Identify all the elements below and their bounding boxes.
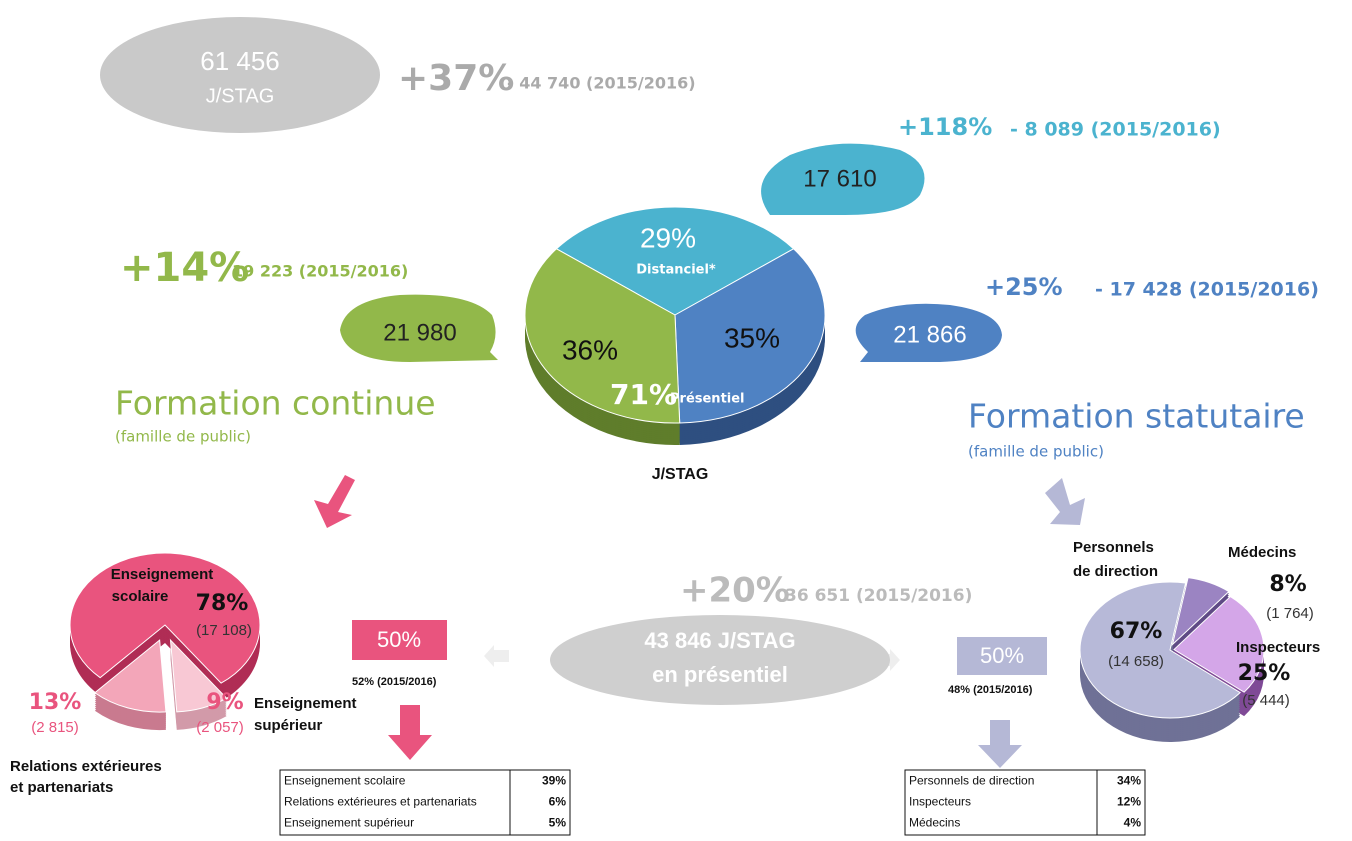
slice-count: (1 764) [1266,605,1314,622]
distanciel-previous: - 8 089 (2015/2016) [1010,119,1221,141]
arrow [388,705,432,760]
table-cell: Enseignement supérieur [284,816,414,830]
distanciel-value: 17 610 [803,165,876,192]
statutaire-title: Formation statutaire [968,397,1305,436]
slice-name: Distanciel* [636,263,716,278]
presentiel-line: en présentiel [652,662,788,687]
continue-bubble [340,294,498,362]
pie-slice [524,248,681,424]
slice-name: scolaire [112,588,169,605]
slice-label: 67% [1110,619,1163,644]
table-cell: 34% [1117,774,1141,788]
main-pie-label: J/STAG [652,466,709,483]
slice-count: (14 658) [1108,653,1164,670]
slice-count: (2 815) [31,719,79,736]
distanciel-bubble [761,143,925,215]
slice-count: (5 444) [1242,692,1290,709]
share-previous: 48% (2015/2016) [948,684,1033,696]
tables: Enseignement scolaire 39% Relations extéri… [279,769,1146,836]
presentiel-previous: 36 651 (2015/2016) [785,586,972,606]
slice-label: 36% [562,334,618,365]
slice-name: Enseignement [111,566,214,583]
total-unit: J/STAG [206,85,275,107]
pie-slice [1171,577,1230,647]
table-cell: 5% [549,816,567,830]
continue-previous: 19 223 (2015/2016) [232,262,408,281]
presentiel-bubble [550,615,890,705]
slice-name: supérieur [254,717,323,734]
arrow [978,720,1022,768]
slice-label: 8% [1269,572,1306,597]
table-frame [904,769,1146,836]
pie-slice [94,639,167,713]
slice-label: 13% [29,690,82,715]
presentiel-name: Présentiel [670,392,745,407]
statutaire-change: +25% [985,273,1063,301]
continue-change: +14% [120,245,249,291]
pie-slice [69,552,261,684]
share-label: 50% [377,627,421,652]
share-box [352,620,447,660]
table-cell: 39% [542,774,566,788]
table-cell: Personnels de direction [909,774,1034,788]
total-value: 61 456 [200,46,280,76]
continue-value: 21 980 [383,319,456,346]
statutaire-previous: - 17 428 (2015/2016) [1095,279,1319,301]
total-previous: - 44 740 (2015/2016) [507,74,696,93]
slice-name: Enseignement [254,695,357,712]
share-previous: 52% (2015/2016) [352,676,437,688]
presentiel-line: 43 846 J/STAG [644,628,795,653]
statutaire-bubble [855,303,1002,362]
table-cell: 6% [549,795,567,809]
table-cell: 4% [1124,816,1142,830]
table-frame [279,769,571,836]
slice-label: 29% [640,222,696,253]
arrow [314,475,355,528]
pie-slice [555,206,795,316]
share-label: 50% [980,643,1024,668]
pie-slice [169,638,228,713]
slice-name: et partenariats [10,779,113,796]
slice-name: Médecins [1228,544,1296,561]
slice-name: Personnels [1073,539,1154,556]
table-cell: Enseignement scolaire [284,774,406,788]
arrow [484,645,509,667]
distanciel-change: +118% [898,113,992,141]
pie-slice [674,248,826,424]
table-cell: Relations extérieures et partenariats [284,795,477,809]
table-cell: Inspecteurs [909,795,971,809]
table-cell: Médecins [909,816,960,830]
statutaire-subtitle: (famille de public) [968,443,1104,461]
slice-count: (2 057) [196,719,244,736]
presentiel-label: 71% [610,378,677,411]
continue-subtitle: (famille de public) [115,428,251,446]
total-change: +37% [398,58,514,99]
total-bubble [100,17,380,133]
slice-label: 35% [724,322,780,353]
pie-slice [1173,595,1265,693]
share-box [957,637,1047,675]
arrow [1045,478,1085,525]
slice-name: de direction [1073,563,1158,580]
statutaire-value: 21 866 [893,321,966,348]
presentiel-change: +20% [680,571,790,611]
slice-label: 25% [1238,661,1291,686]
slice-label: 78% [196,591,249,616]
slice-count: (17 108) [196,622,252,639]
continue-title: Formation continue [115,384,436,423]
table-cell: 12% [1117,795,1141,809]
pies [69,206,1265,742]
slice-name: Relations extérieures [10,758,162,775]
pie-slice [1079,581,1241,719]
slice-label: 9% [206,690,243,715]
slice-name: Inspecteurs [1236,639,1320,656]
